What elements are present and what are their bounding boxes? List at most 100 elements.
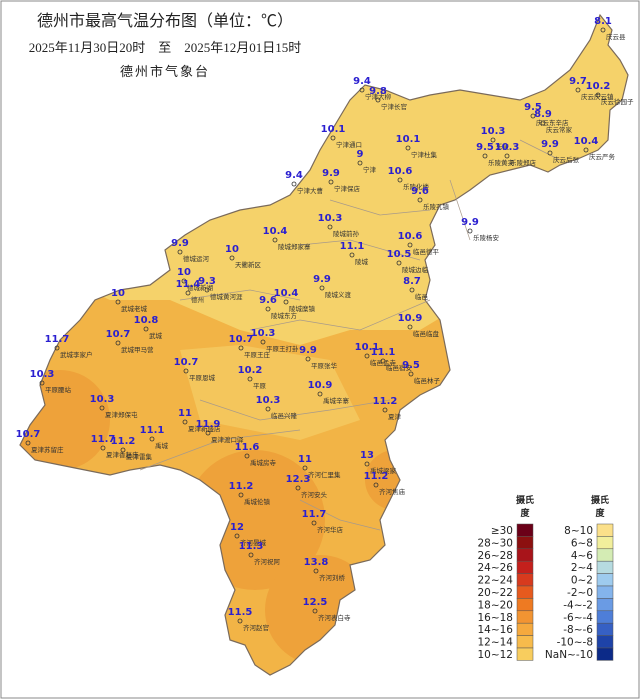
station-name: 临邑德平 bbox=[413, 247, 440, 256]
station-name: 临邑临盘 bbox=[413, 329, 440, 338]
station-dot bbox=[143, 326, 149, 332]
station-value: 11.6 bbox=[235, 442, 260, 453]
station-name: 天衢新区 bbox=[235, 260, 262, 269]
station-value: 8.1 bbox=[594, 16, 612, 27]
station-name: 禹城 bbox=[155, 442, 169, 450]
legend-heading: 摄氏 bbox=[591, 494, 609, 506]
station-value: 9.7 bbox=[569, 76, 587, 87]
legend-swatch bbox=[516, 598, 534, 612]
station-value: 10.7 bbox=[174, 357, 199, 368]
station-dot bbox=[120, 447, 126, 453]
station-value: 11.1 bbox=[371, 347, 396, 358]
station-name: 禹城伦镇 bbox=[244, 497, 271, 506]
legend: 摄氏度 ≥3028~3026~2824~2622~2420~2218~2016~1… bbox=[477, 494, 614, 661]
legend-swatch bbox=[596, 548, 614, 562]
subtitle: 2025年11月30日20时 至 2025年12月01日15时 bbox=[29, 40, 302, 55]
station-dot bbox=[405, 145, 411, 151]
station-value: 11.4 bbox=[176, 279, 201, 290]
station-dot bbox=[260, 339, 266, 345]
station-value: 10.4 bbox=[263, 226, 288, 237]
station-dot bbox=[407, 324, 413, 330]
legend-swatch bbox=[596, 560, 614, 574]
station-name: 平原张华 bbox=[311, 361, 338, 370]
station-dot bbox=[349, 252, 355, 258]
station-value: 9 bbox=[357, 149, 364, 160]
station-name: 齐河晏城 bbox=[240, 538, 267, 547]
station-dot bbox=[373, 482, 379, 488]
legend-label: 14~16 bbox=[477, 624, 513, 636]
station-value: 10.8 bbox=[134, 315, 159, 326]
station-dot bbox=[100, 445, 106, 451]
station-value: 12 bbox=[230, 522, 244, 533]
station-dot bbox=[185, 290, 191, 296]
station-value: 9.9 bbox=[541, 139, 559, 150]
station-name: 平原腰站 bbox=[45, 385, 72, 394]
station-dot bbox=[181, 278, 187, 284]
header: 德州市最高气温分布图（单位：℃） 2025年11月30日20时 至 2025年1… bbox=[29, 12, 302, 79]
station-dot bbox=[396, 260, 402, 266]
station-name: 宁津长官 bbox=[381, 102, 407, 111]
station-dot bbox=[417, 197, 423, 203]
legend-swatch bbox=[516, 573, 534, 587]
station-dot bbox=[182, 419, 188, 425]
station-value: 9.6 bbox=[259, 295, 277, 306]
station-name: 宁津杜集 bbox=[411, 150, 438, 159]
station-value: 11.7 bbox=[302, 509, 327, 520]
stations: 8.1庆云县9.4宁津大柳9.8宁津长官9.7庆云庆云镇10.2庆云徐园子9.5… bbox=[16, 16, 634, 632]
station-dot bbox=[234, 533, 240, 539]
legend-label: -8~-6 bbox=[563, 624, 593, 636]
station-value: 11.9 bbox=[196, 419, 221, 430]
station-value: 8.9 bbox=[534, 109, 552, 120]
station-name: 齐河刘桥 bbox=[319, 573, 346, 582]
station-name: 陵城东方 bbox=[271, 311, 298, 320]
station-name: 武城老城 bbox=[121, 304, 148, 313]
station-name: 庆云东辛店 bbox=[536, 118, 569, 127]
station-value: 9.9 bbox=[299, 345, 317, 356]
station-name: 德城新湖 bbox=[187, 283, 214, 292]
station-dot bbox=[319, 285, 325, 291]
station-value: 10.3 bbox=[90, 394, 115, 405]
station-dot bbox=[600, 27, 606, 33]
station-value: 11.1 bbox=[140, 425, 165, 436]
legend-swatch bbox=[516, 635, 534, 649]
station-value: 8.7 bbox=[403, 276, 421, 287]
station-dot bbox=[482, 153, 488, 159]
station-value: 9.5 bbox=[524, 102, 542, 113]
station-value: 10.6 bbox=[398, 231, 423, 242]
station-dot bbox=[99, 405, 105, 411]
station-name: 武城李家户 bbox=[60, 350, 93, 359]
source: 德州市气象台 bbox=[120, 64, 210, 79]
station-value: 10.7 bbox=[106, 329, 131, 340]
legend-label: -4~-2 bbox=[563, 599, 593, 611]
station-value: 9.9 bbox=[313, 274, 331, 285]
title: 德州市最高气温分布图（单位：℃） bbox=[37, 12, 293, 30]
legend-label: 24~26 bbox=[477, 562, 513, 574]
station-dot bbox=[409, 287, 415, 293]
station-name: 夏津渡口驿 bbox=[211, 435, 244, 444]
station-value: 10.9 bbox=[308, 380, 333, 391]
legend-swatch bbox=[516, 622, 534, 636]
legend-swatch bbox=[516, 610, 534, 624]
legend-swatch bbox=[516, 560, 534, 574]
station-dot bbox=[575, 87, 581, 93]
station-name: 德城运河 bbox=[183, 254, 210, 263]
station-dot bbox=[183, 368, 189, 374]
station-value: 10.6 bbox=[388, 166, 413, 177]
station-value: 9.9 bbox=[461, 217, 479, 228]
station-name: 临邑宿安 bbox=[386, 363, 413, 372]
station-dot bbox=[583, 147, 589, 153]
station-value: 13 bbox=[360, 450, 374, 461]
station-dot bbox=[530, 113, 536, 119]
legend-label: 12~14 bbox=[477, 637, 513, 649]
station-value: 11.2 bbox=[229, 481, 254, 492]
station-name: 陵城糜镇 bbox=[289, 304, 316, 313]
station-name: 乐陵郑店 bbox=[510, 158, 537, 167]
station-name: 齐河表白寺 bbox=[318, 613, 351, 622]
station-value: 12.5 bbox=[303, 597, 328, 608]
station-name: 齐河赵官 bbox=[243, 623, 269, 632]
station-name: 庆云徐园子 bbox=[601, 97, 634, 106]
legend-label: -10~-8 bbox=[557, 637, 593, 649]
station-value: 11.1 bbox=[340, 241, 365, 252]
station-name: 庆云常家 bbox=[546, 125, 573, 134]
